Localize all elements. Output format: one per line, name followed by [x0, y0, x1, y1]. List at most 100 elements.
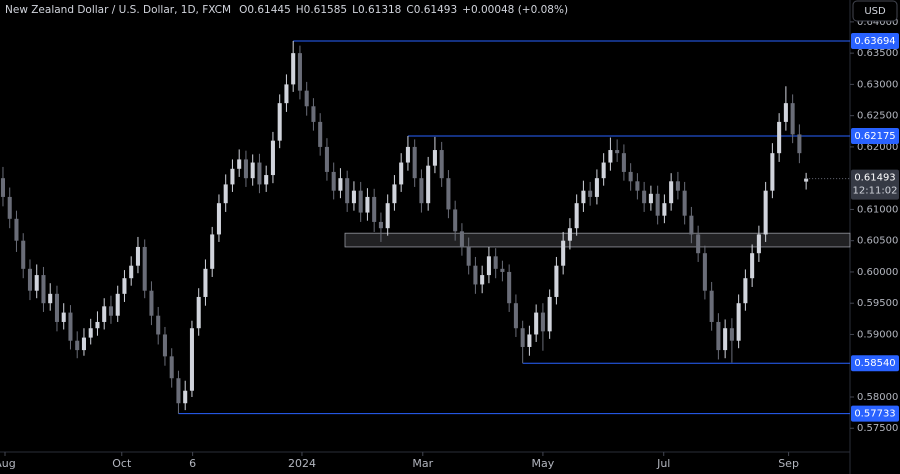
candle-body	[520, 328, 525, 347]
level-label: 0.62175	[854, 131, 895, 142]
candle-body	[75, 340, 80, 351]
candle-body	[365, 196, 370, 213]
x-tick-label: 2024	[288, 457, 316, 470]
candle-body	[0, 178, 5, 197]
candle-body	[34, 275, 39, 291]
level-label: 0.57733	[854, 409, 895, 420]
candle-body	[372, 196, 377, 222]
candle-body	[723, 328, 728, 351]
countdown-label: 12:11:02	[853, 186, 898, 197]
candle-body	[804, 178, 809, 182]
candle-body	[561, 240, 566, 266]
candle-body	[594, 178, 599, 197]
candle-body	[426, 165, 431, 204]
currency-button[interactable]: USD	[852, 0, 898, 22]
candle-body	[432, 150, 437, 166]
currency-label[interactable]: USD	[864, 6, 886, 17]
y-tick-label: 0.61000	[857, 204, 898, 215]
ohlc-change: +0.00048 (+0.08%)	[462, 4, 568, 16]
x-tick-label: Aug	[0, 457, 16, 470]
y-tick-label: 0.63500	[857, 48, 898, 59]
x-tick-label: Jul	[656, 457, 670, 470]
candle-body	[156, 315, 161, 335]
candle-body	[648, 193, 653, 204]
y-tick-label: 0.63000	[857, 79, 898, 90]
candle-body	[412, 146, 417, 179]
candle-body	[540, 312, 545, 332]
candle-body	[142, 246, 147, 291]
candle-body	[493, 256, 498, 269]
candle-body	[48, 293, 53, 304]
candle-body	[331, 171, 336, 191]
candle-body	[405, 146, 410, 163]
candle-body	[378, 221, 383, 229]
candle-body	[662, 203, 667, 216]
candle-body	[7, 196, 12, 219]
candle-body	[601, 162, 606, 179]
candle-body	[763, 190, 768, 235]
candle-body	[615, 150, 620, 154]
plot-area	[0, 40, 851, 415]
candle-body	[358, 190, 363, 213]
candle-body	[480, 275, 485, 285]
candle-body	[237, 159, 242, 169]
candle-body	[783, 103, 788, 122]
candle-body	[291, 53, 296, 85]
candle-body	[250, 162, 255, 179]
y-tick-label: 0.59000	[857, 329, 898, 340]
candle-body	[324, 146, 329, 172]
candle-body	[743, 278, 748, 304]
candle-body	[453, 209, 458, 232]
candle-body	[581, 190, 586, 204]
candle-body	[115, 293, 120, 316]
candle-body	[41, 275, 46, 304]
candle-body	[507, 271, 512, 304]
candle-body	[54, 293, 59, 322]
candle-body	[777, 121, 782, 154]
x-tick-label: May	[532, 457, 555, 470]
y-tick-label: 0.58000	[857, 392, 898, 403]
candle-body	[574, 203, 579, 229]
candle-body	[304, 90, 309, 107]
candle-body	[729, 328, 734, 341]
candle-body	[554, 265, 559, 297]
y-tick-label: 0.64000	[857, 17, 898, 28]
symbol-title: New Zealand Dollar / U.S. Dollar, 1D, FX…	[5, 4, 231, 16]
zone	[344, 232, 851, 248]
candle-body	[608, 150, 613, 163]
candle-body	[216, 203, 221, 235]
ohlc-close: C0.61493	[406, 4, 457, 16]
candle-body	[277, 103, 282, 141]
candle-body	[135, 246, 140, 266]
candle-body	[95, 321, 100, 329]
candle-body	[756, 234, 761, 254]
candle-body	[21, 240, 26, 269]
x-tick-label: Sep	[778, 457, 799, 470]
candle-body	[399, 162, 404, 185]
candle-body	[682, 190, 687, 216]
candle-body	[702, 253, 707, 291]
candle-body	[68, 312, 73, 341]
candle-body	[466, 246, 471, 266]
candle-body	[486, 256, 491, 276]
y-tick-label: 0.62000	[857, 142, 898, 153]
candle-body	[129, 265, 134, 279]
candle-body	[88, 328, 93, 338]
candle-body	[108, 306, 113, 316]
currency-button-frame[interactable]	[852, 0, 898, 22]
candle-body	[567, 228, 572, 241]
candle-body	[122, 278, 127, 294]
candle-body	[162, 334, 167, 357]
last-price-badge	[851, 169, 899, 200]
candle-body	[183, 390, 188, 404]
header: New Zealand Dollar / U.S. Dollar, 1D, FX…	[5, 4, 568, 16]
candle-body	[230, 168, 235, 185]
level-label: 0.58540	[854, 358, 895, 369]
candle-body	[513, 303, 518, 329]
candle-body	[588, 190, 593, 197]
candle-body	[351, 190, 356, 204]
x-tick-label: 6	[189, 457, 196, 470]
candle-body	[459, 231, 464, 247]
